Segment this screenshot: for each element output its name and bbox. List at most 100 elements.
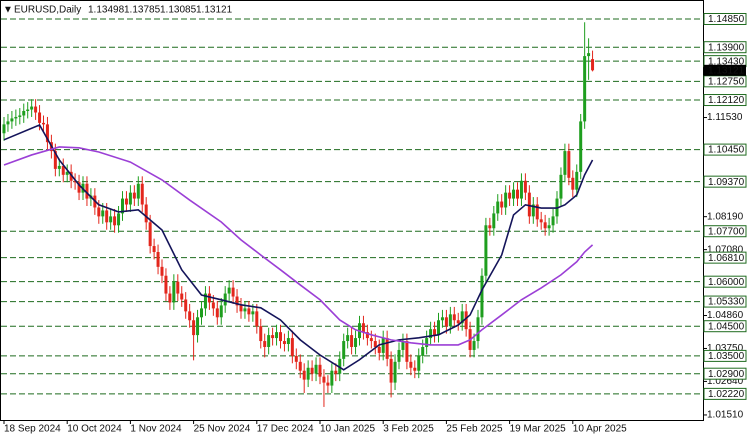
x-tick-label: 3 Feb 2025 xyxy=(383,424,434,435)
candle-body xyxy=(227,287,231,294)
level-label: 1.02220 xyxy=(708,389,745,400)
candle-body xyxy=(492,213,496,229)
level-label-box xyxy=(703,295,747,308)
x-tick-label: 25 Nov 2024 xyxy=(194,424,251,435)
candle-body xyxy=(516,189,519,199)
candle-body xyxy=(128,192,132,205)
candle-body xyxy=(397,349,401,362)
candle-body xyxy=(417,355,421,371)
level-label-box xyxy=(703,251,747,264)
candle-body xyxy=(109,216,113,223)
candle-body xyxy=(172,281,176,303)
level-label: 1.03500 xyxy=(708,351,745,362)
last-price-box xyxy=(704,64,746,76)
candle-body xyxy=(117,213,121,226)
candle-body xyxy=(271,335,275,339)
candle-body xyxy=(22,111,26,116)
candle-body xyxy=(176,281,180,294)
candle-body xyxy=(140,183,144,205)
candle-body xyxy=(298,361,302,371)
candle-body xyxy=(30,106,34,110)
candle-body xyxy=(500,201,504,208)
candle-body xyxy=(302,370,306,380)
candle-body xyxy=(531,204,535,217)
candle-body xyxy=(77,182,81,193)
candle-body xyxy=(496,201,500,214)
candle-body xyxy=(113,216,117,226)
candle-body xyxy=(519,180,523,199)
candle-body xyxy=(369,338,373,342)
candle-body xyxy=(200,308,203,318)
candle-body xyxy=(294,355,298,362)
candle-body xyxy=(385,338,389,359)
y-tick-label: 1.01510 xyxy=(707,410,744,421)
level-label-box xyxy=(703,367,747,380)
candle-body xyxy=(543,222,547,229)
candle-body xyxy=(290,338,294,356)
x-tick-label: 25 Feb 2025 xyxy=(446,424,503,435)
candle-body xyxy=(484,225,488,276)
level-label: 1.10450 xyxy=(708,145,745,156)
candle-body xyxy=(330,370,334,386)
candle-body xyxy=(314,364,318,374)
candle-body xyxy=(440,317,444,321)
candle-body xyxy=(310,367,314,374)
y-tick-label: 1.08190 xyxy=(707,211,744,222)
candle-body xyxy=(188,311,192,321)
candle-body xyxy=(504,192,508,208)
level-label-box xyxy=(703,41,747,54)
candle-body xyxy=(413,367,417,371)
candle-body xyxy=(132,192,136,199)
x-tick-label: 19 Mar 2025 xyxy=(510,424,567,435)
x-tick-label: 10 Jan 2025 xyxy=(320,424,375,435)
candle-body xyxy=(444,317,448,327)
candle-body xyxy=(425,338,429,347)
candle-body xyxy=(18,115,22,117)
candle-body xyxy=(361,323,365,333)
level-label-box xyxy=(703,320,747,333)
candle-body xyxy=(279,332,282,342)
candle-body xyxy=(421,346,425,356)
candle-body xyxy=(203,293,207,309)
candle-body xyxy=(247,308,251,315)
candle-body xyxy=(148,222,152,247)
candle-body xyxy=(437,320,440,336)
collapse-icon[interactable]: ▼ xyxy=(3,5,13,16)
y-tick-label: 1.03750 xyxy=(707,343,744,354)
candle-body xyxy=(508,192,512,199)
candle-body xyxy=(579,121,583,172)
candle-body xyxy=(255,311,259,327)
candle-body xyxy=(377,346,381,353)
candle-body xyxy=(547,225,551,229)
candle-body xyxy=(318,364,322,377)
candle-body xyxy=(180,293,184,300)
candle-body xyxy=(286,338,290,345)
candle-body xyxy=(480,275,484,318)
candle-body xyxy=(456,320,460,324)
candle-body xyxy=(211,302,215,309)
candle-body xyxy=(587,53,591,57)
candle-body xyxy=(152,246,156,252)
candle-body xyxy=(231,287,235,297)
moving-average-line xyxy=(3,123,594,371)
candle-body xyxy=(381,338,385,353)
level-label: 1.05330 xyxy=(708,297,745,308)
candle-body xyxy=(38,112,42,123)
level-label: 1.13900 xyxy=(708,42,745,53)
candle-body xyxy=(275,332,279,339)
candle-body xyxy=(342,341,346,359)
x-tick-label: 10 Oct 2024 xyxy=(67,424,122,435)
candle-body xyxy=(85,183,89,199)
level-label: 1.14850 xyxy=(708,14,745,25)
x-tick-label: 18 Sep 2024 xyxy=(4,424,61,435)
x-tick-label: 17 Dec 2024 xyxy=(257,424,314,435)
candle-body xyxy=(101,210,105,217)
level-label-box xyxy=(703,387,747,400)
candle-body xyxy=(251,311,255,315)
candle-body xyxy=(365,332,369,339)
candle-body xyxy=(156,252,160,267)
candle-body xyxy=(124,198,128,205)
candle-body xyxy=(34,106,38,113)
candle-body xyxy=(551,216,555,226)
